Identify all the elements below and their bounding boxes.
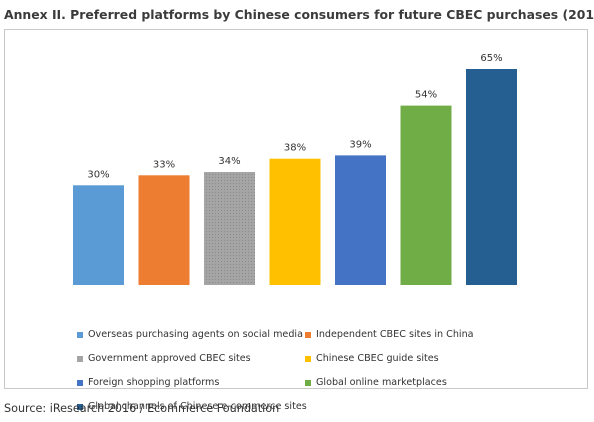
bar-4 (269, 158, 321, 285)
legend-label: Global online marketplaces (316, 377, 447, 388)
bar-2 (138, 175, 190, 285)
bar-1 (73, 185, 124, 285)
data-label-2: 33% (153, 159, 175, 170)
data-label-1: 30% (87, 169, 109, 180)
data-label-3: 34% (218, 156, 240, 167)
legend-item-2: Independent CBEC sites in China (305, 329, 474, 340)
legend-item-7: Global channels of Chinese e-commerce si… (77, 401, 307, 412)
legend-swatch (77, 379, 83, 386)
legend-item-1: Overseas purchasing agents on social med… (77, 329, 303, 340)
legend-swatch (305, 355, 311, 362)
source-note: Source: iResearch 2016 / Ecommerce Found… (4, 402, 280, 415)
data-label-4: 38% (284, 143, 306, 154)
legend-label: Independent CBEC sites in China (316, 329, 474, 340)
legend-swatch (77, 331, 83, 338)
legend-swatch (305, 379, 311, 386)
legend-item-6: Global online marketplaces (305, 377, 447, 388)
legend-label: Foreign shopping platforms (88, 377, 220, 388)
legend-label: Chinese CBEC guide sites (316, 353, 439, 364)
legend-item-3: Government approved CBEC sites (77, 353, 251, 364)
legend-label: Global channels of Chinese e-commerce si… (88, 401, 307, 412)
bar-6 (400, 105, 452, 285)
bar-chart: 30% 33% 34% 38% 39% 54% 65% (73, 53, 517, 285)
legend-label: Government approved CBEC sites (88, 353, 251, 364)
data-label-7: 65% (480, 53, 502, 64)
bar-5 (335, 155, 386, 285)
bar-3 (204, 172, 255, 285)
legend-swatch (77, 403, 83, 410)
legend-swatch (77, 355, 83, 362)
chart-title: Annex II. Preferred platforms by Chinese… (4, 7, 594, 22)
legend-swatch (305, 331, 311, 338)
legend-label: Overseas purchasing agents on social med… (88, 329, 303, 340)
bar-7 (466, 69, 517, 285)
data-label-5: 39% (349, 139, 371, 150)
chart-frame: 30% 33% 34% 38% 39% 54% 65% Overseas purchasin… (4, 29, 588, 412)
legend-item-4: Chinese CBEC guide sites (305, 353, 439, 364)
legend-item-5: Foreign shopping platforms (77, 377, 219, 388)
data-label-6: 54% (415, 90, 437, 101)
